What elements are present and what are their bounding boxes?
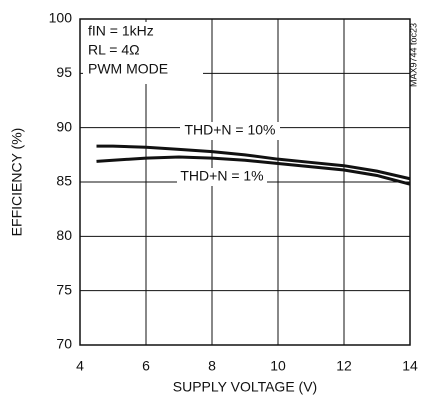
y-tick-label: 80 xyxy=(56,227,72,243)
series-line xyxy=(96,155,411,186)
y-tick-label: 85 xyxy=(56,173,72,189)
x-tick-label: 4 xyxy=(76,358,84,374)
annotation: fIN = 1kHz xyxy=(88,23,154,39)
x-tick-label: 8 xyxy=(208,358,216,374)
annotation: RL = 4Ω xyxy=(88,42,140,58)
y-tick-label: 70 xyxy=(56,336,72,352)
x-tick-label: 6 xyxy=(142,358,150,374)
y-tick-label: 90 xyxy=(56,118,72,134)
plot-frame xyxy=(79,18,411,346)
x-tick-label: 12 xyxy=(336,358,352,374)
annotation-bg xyxy=(83,22,203,84)
annotation: PWM MODE xyxy=(88,61,168,77)
series-label: THD+N = 1% xyxy=(180,168,263,184)
y-axis-label: EFFICIENCY (%) xyxy=(9,128,25,237)
label-bg xyxy=(177,168,267,186)
side-note: MAX9744 toc23 xyxy=(408,23,418,87)
y-tick-label: 95 xyxy=(56,64,72,80)
x-axis-label: SUPPLY VOLTAGE (V) xyxy=(173,379,317,395)
series-label: THD+N = 10% xyxy=(184,122,275,138)
y-tick-label: 100 xyxy=(49,10,73,26)
series-line xyxy=(96,144,411,181)
x-tick-label: 14 xyxy=(402,358,418,374)
y-tick-label: 75 xyxy=(56,281,72,297)
label-bg xyxy=(180,122,280,140)
x-tick-label: 10 xyxy=(270,358,286,374)
